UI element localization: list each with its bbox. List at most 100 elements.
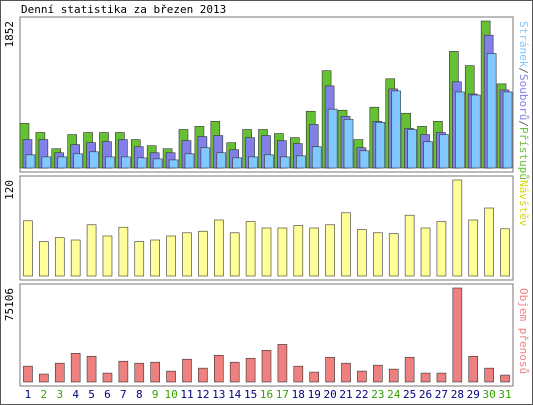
- bar: [134, 241, 145, 277]
- bar: [198, 230, 208, 277]
- bar: [200, 147, 211, 169]
- x-tick-label: 4: [72, 388, 79, 401]
- bar: [357, 229, 367, 277]
- bar: [420, 227, 431, 277]
- bar: [468, 355, 479, 383]
- bar: [373, 364, 383, 383]
- bar: [86, 355, 97, 383]
- bar: [388, 233, 399, 277]
- x-tick-label: 21: [339, 388, 352, 401]
- x-tick-label: 14: [228, 388, 242, 401]
- bar: [357, 370, 367, 383]
- bar: [118, 360, 129, 383]
- bar: [359, 150, 370, 169]
- bar: [261, 227, 272, 277]
- x-tick-label: 10: [164, 388, 177, 401]
- bar: [296, 155, 306, 169]
- bar: [436, 372, 447, 383]
- bar: [182, 232, 192, 277]
- x-tick-label: 6: [104, 388, 111, 401]
- bar: [118, 226, 129, 277]
- bar: [213, 354, 224, 383]
- bar: [245, 221, 256, 277]
- legend: Návštěv: [517, 180, 530, 227]
- bar: [436, 221, 447, 277]
- legend-entry: Návštěv: [517, 180, 530, 227]
- x-tick-label: 25: [403, 388, 416, 401]
- bar: [404, 356, 415, 383]
- bar: [452, 287, 463, 383]
- bar: [121, 156, 131, 169]
- x-tick-label: 24: [387, 388, 401, 401]
- x-tick-label: 26: [419, 388, 432, 401]
- y-tick-label: 1852: [3, 21, 16, 48]
- x-tick-label: 5: [88, 388, 95, 401]
- legend-separator: /: [517, 120, 530, 127]
- x-tick-label: 16: [260, 388, 273, 401]
- bar: [280, 156, 290, 169]
- x-tick-label: 15: [244, 388, 257, 401]
- bar: [325, 224, 335, 277]
- bar: [484, 367, 494, 383]
- bar: [136, 157, 147, 169]
- bar: [54, 362, 65, 383]
- legend: Objem přenosů: [517, 288, 530, 374]
- bar: [229, 361, 240, 383]
- x-tick-label: 9: [152, 388, 159, 401]
- x-tick-label: 3: [56, 388, 63, 401]
- x-tick-label: 31: [498, 388, 511, 401]
- bar: [502, 91, 513, 169]
- x-tick-label: 17: [276, 388, 289, 401]
- bar: [391, 90, 402, 169]
- bar: [232, 157, 242, 169]
- bar: [327, 108, 338, 169]
- bar: [229, 232, 240, 277]
- bar: [343, 119, 354, 169]
- bar: [375, 122, 386, 169]
- bar: [373, 232, 383, 277]
- bar: [325, 356, 335, 383]
- bar: [277, 227, 288, 277]
- x-tick-label: 29: [467, 388, 480, 401]
- bar: [70, 353, 81, 383]
- x-tick-label: 11: [180, 388, 193, 401]
- x-tick-label: 18: [292, 388, 305, 401]
- bar: [152, 158, 163, 169]
- legend-separator: /: [517, 67, 530, 74]
- bar: [166, 370, 176, 383]
- x-tick-label: 30: [483, 388, 496, 401]
- bar: [41, 156, 52, 169]
- bar: [105, 156, 115, 169]
- x-tick-label: 1: [25, 388, 32, 401]
- bar: [277, 344, 288, 383]
- bar: [404, 214, 415, 277]
- bar: [341, 362, 351, 383]
- y-tick-label: 75106: [3, 288, 16, 321]
- bar: [484, 207, 494, 277]
- bar: [182, 358, 192, 383]
- bar: [470, 94, 481, 169]
- bar: [293, 225, 304, 277]
- bar: [184, 153, 195, 169]
- bar: [455, 91, 465, 169]
- bar: [293, 365, 304, 383]
- x-tick-label: 19: [308, 388, 321, 401]
- bar: [198, 367, 208, 383]
- bar: [309, 227, 320, 277]
- bar: [439, 134, 449, 169]
- bar: [73, 153, 83, 169]
- x-tick-label: 2: [41, 388, 48, 401]
- bar: [150, 361, 160, 383]
- bar: [420, 372, 431, 383]
- bar: [486, 53, 497, 169]
- bar: [39, 373, 49, 383]
- bar: [57, 156, 68, 169]
- bar: [23, 365, 33, 383]
- bar: [388, 368, 399, 383]
- bar: [213, 219, 224, 277]
- bar: [309, 371, 320, 383]
- x-tick-label: 22: [355, 388, 368, 401]
- x-tick-label: 12: [196, 388, 209, 401]
- bar: [500, 228, 510, 277]
- x-tick-label: 27: [435, 388, 448, 401]
